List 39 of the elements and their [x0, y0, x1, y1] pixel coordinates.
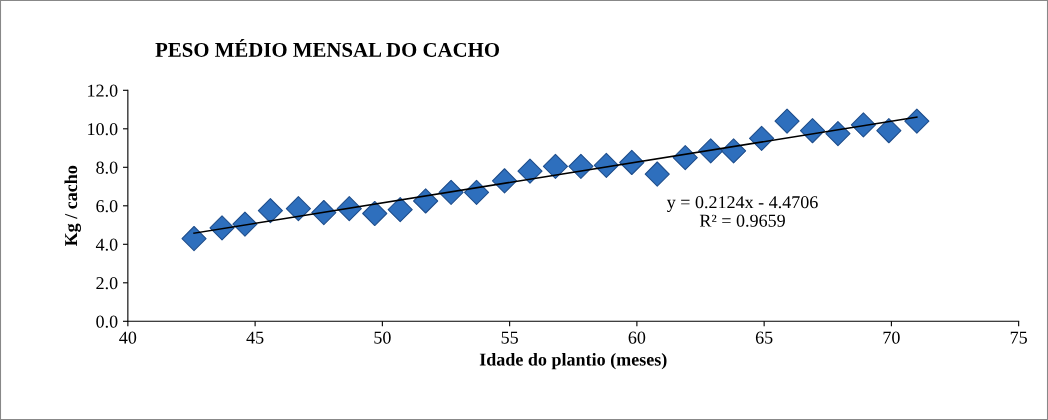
point — [257, 198, 283, 224]
y-tick-label: 10.0 — [88, 123, 118, 136]
x-tick-label: 50 — [374, 331, 391, 344]
y-tick-label: 12.0 — [88, 84, 118, 97]
y-axis-title: Kg / cacho — [64, 165, 81, 247]
annotation: R² = 0.9659 — [699, 214, 785, 227]
x-tick-label: 70 — [883, 331, 900, 344]
point — [463, 179, 490, 205]
point — [362, 200, 388, 227]
x-tick-label: 40 — [119, 331, 137, 344]
point — [413, 188, 439, 214]
x-tick-label: 75 — [1010, 331, 1027, 344]
point — [517, 158, 543, 184]
point — [568, 153, 594, 179]
y-tick-label: 6.0 — [96, 200, 118, 213]
x-tick-label: 60 — [628, 331, 646, 344]
point — [491, 168, 518, 194]
x-tick-label: 65 — [755, 331, 773, 344]
chart-title: PESO MÉDIO MENSAL DO CACHO — [155, 38, 500, 57]
point — [644, 161, 670, 187]
point — [774, 108, 800, 134]
point — [721, 138, 747, 164]
point — [181, 225, 207, 252]
point — [387, 197, 413, 223]
point — [904, 108, 930, 134]
x-tick-label: 45 — [246, 331, 264, 344]
x-tick-label: 55 — [501, 331, 518, 344]
x-axis-title: Idade do plantio (meses) — [479, 352, 667, 370]
point — [799, 118, 826, 144]
point — [876, 118, 902, 144]
annotation: y = 0.2124x - 4.4706 — [666, 196, 818, 213]
y-tick-label: 8.0 — [96, 161, 118, 174]
y-tick-label: 4.0 — [95, 238, 118, 251]
point — [672, 145, 698, 171]
y-tick-label: 0.0 — [96, 315, 118, 328]
y-tick-label: 2.0 — [96, 277, 118, 290]
point — [285, 196, 311, 222]
point — [825, 121, 851, 147]
point — [542, 153, 569, 179]
